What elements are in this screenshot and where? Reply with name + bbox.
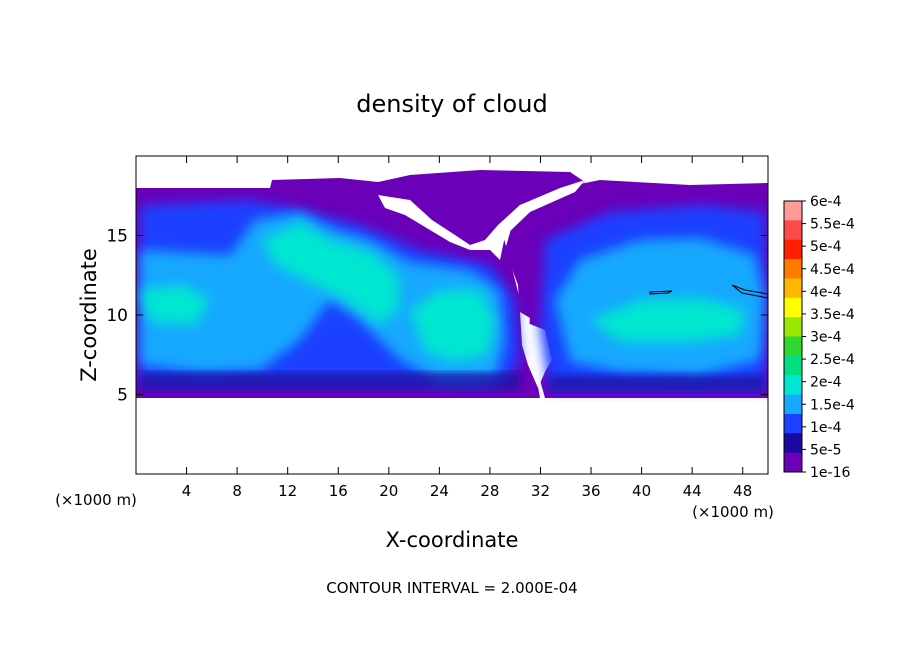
x-tick-label: 8 (232, 482, 242, 500)
contour-outline-2 (649, 290, 673, 295)
x-tick-label: 4 (182, 482, 192, 500)
x-tick-label: 44 (683, 482, 702, 500)
colorbar-label: 1e-4 (810, 420, 842, 436)
colorbar-label: 4.5e-4 (810, 262, 855, 278)
x-tick-label: 36 (581, 482, 600, 500)
colorbar-swatch (784, 336, 802, 357)
x-tick-label: 32 (531, 482, 550, 500)
y-tick-label: 10 (106, 306, 128, 326)
x-tick-label: 12 (278, 482, 297, 500)
y-axis: 5 10 15 (106, 227, 768, 406)
colorbar: 6e-4 5.5e-4 5e-4 4.5e-4 4e-4 3.5e-4 3e-4 2.5e-4… (783, 194, 855, 481)
colorbar-swatch (784, 394, 802, 415)
colorbar-swatch (784, 375, 802, 396)
y-tick-label: 15 (106, 227, 128, 247)
colorbar-label: 5e-4 (810, 239, 842, 255)
x-tick-label: 16 (329, 482, 348, 500)
x-tick-label: 24 (430, 482, 449, 500)
cloud-core-left (262, 222, 400, 325)
x-tick-label: 40 (632, 482, 651, 500)
colorbar-swatch (784, 355, 802, 376)
x-tick-label: 28 (480, 482, 499, 500)
chart-title: density of cloud (356, 90, 547, 118)
x-tick-label: 20 (379, 482, 398, 500)
colorbar-swatch (784, 259, 802, 279)
colorbar-label: 6e-4 (810, 194, 842, 210)
cloud-dark-band (140, 372, 520, 390)
colorbar-swatch (784, 452, 802, 473)
colorbar-swatch (784, 239, 802, 260)
colorbar-swatch (784, 201, 802, 221)
colorbar-label: 1e-16 (810, 465, 850, 481)
colorbar-swatch (784, 220, 802, 241)
x-unit-right: (×1000 m) (692, 503, 774, 521)
x-tick-label: 48 (733, 482, 752, 500)
plot-area (136, 170, 768, 398)
x-unit-left: (×1000 m) (55, 491, 137, 509)
clear-gap-lower (520, 312, 545, 388)
colorbar-label: 2.5e-4 (810, 352, 855, 368)
x-axis: 4 8 12 16 20 24 28 32 36 40 44 48 (182, 156, 752, 500)
colorbar-label: 2e-4 (810, 375, 842, 391)
colorbar-label: 3e-4 (810, 330, 842, 346)
cloud-mid-left (140, 212, 505, 382)
y-axis-label: Z-coordinate (77, 248, 101, 382)
colorbar-swatch (784, 433, 802, 454)
clear-gap-upper (378, 180, 585, 260)
contour-interval-note: CONTOUR INTERVAL = 2.000E-04 (326, 579, 577, 597)
colorbar-label: 3.5e-4 (810, 307, 855, 323)
cloud-core-right (590, 298, 745, 342)
colorbar-swatch (784, 413, 802, 434)
colorbar-label: 4e-4 (810, 284, 842, 300)
cloud-core-mid (410, 290, 495, 362)
cloud-core-small (140, 285, 210, 325)
y-tick-label: 5 (117, 386, 128, 406)
x-axis-label: X-coordinate (386, 528, 519, 552)
colorbar-swatch (784, 317, 802, 337)
colorbar-label: 5e-5 (810, 442, 841, 458)
contour-outline-1 (731, 284, 768, 299)
colorbar-swatch (784, 297, 802, 318)
colorbar-swatch (784, 278, 802, 299)
cloud-dark-band-right (550, 375, 765, 392)
colorbar-label: 1.5e-4 (810, 397, 855, 413)
colorbar-label: 5.5e-4 (810, 217, 855, 233)
